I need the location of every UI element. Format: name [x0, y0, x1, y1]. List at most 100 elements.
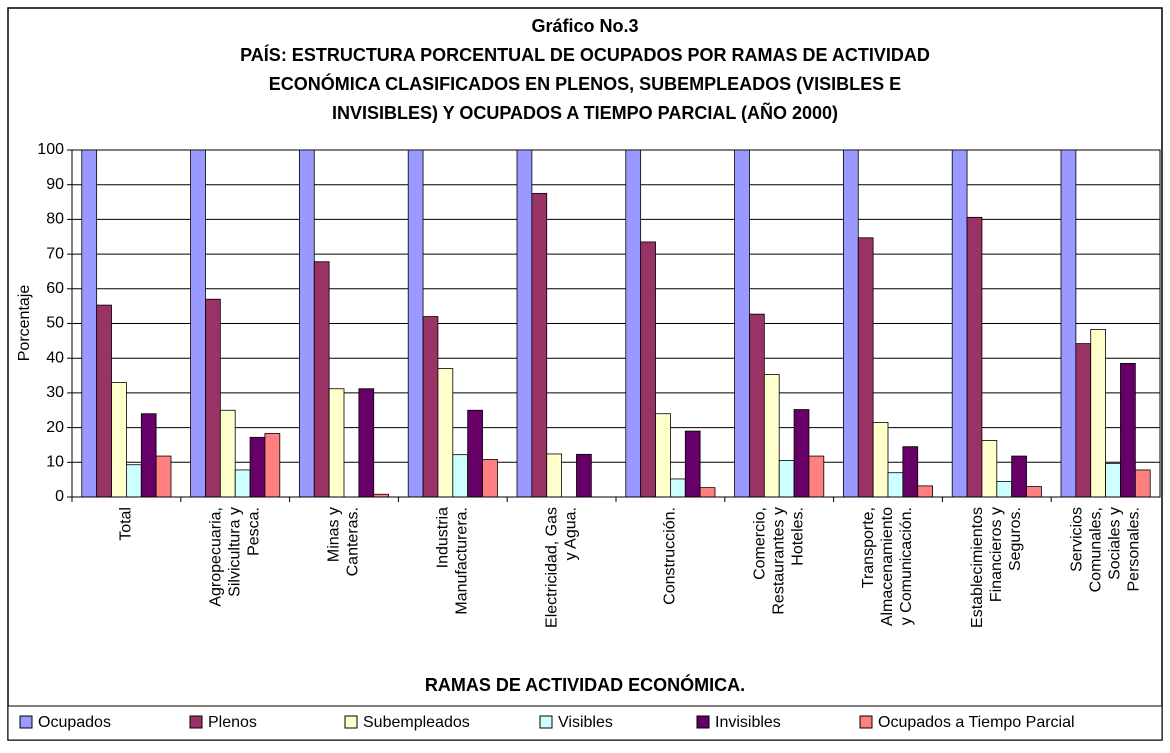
- bar: [313, 261, 330, 498]
- y-tick-label: 30: [46, 384, 64, 401]
- bar: [422, 316, 439, 498]
- x-tick-label: Comunales,: [1087, 507, 1104, 592]
- bar: [407, 149, 424, 498]
- x-tick-label: Pesca.: [245, 507, 262, 556]
- bar: [1134, 469, 1151, 498]
- bar: [763, 374, 780, 498]
- legend-swatch: [189, 715, 203, 729]
- bar: [531, 192, 548, 498]
- bar: [437, 368, 454, 498]
- bar: [699, 487, 716, 498]
- bar: [358, 388, 375, 498]
- legend-label: Visibles: [558, 714, 613, 731]
- bar: [190, 149, 206, 498]
- bar: [546, 453, 562, 498]
- legend-label: Ocupados: [38, 714, 111, 731]
- x-tick-label: Minas y: [326, 507, 343, 562]
- y-tick-label: 60: [46, 280, 64, 297]
- bar: [670, 478, 686, 498]
- bar: [264, 433, 281, 498]
- legend-swatch: [19, 715, 33, 729]
- y-tick-label: 50: [46, 315, 64, 332]
- x-tick-label: y Agua.: [562, 507, 579, 560]
- bar: [734, 149, 750, 498]
- bar: [452, 454, 469, 498]
- x-tick-label: Transporte,: [860, 507, 877, 588]
- bar: [234, 469, 251, 498]
- y-tick-label: 90: [46, 176, 64, 193]
- bar: [140, 413, 157, 498]
- x-tick-label: Electricidad, Gas: [543, 507, 560, 628]
- y-tick-label: 0: [55, 488, 64, 505]
- bar: [1105, 462, 1121, 498]
- x-tick-label: Financieros y: [988, 507, 1005, 602]
- bar: [81, 149, 98, 498]
- bar: [842, 149, 859, 498]
- bar: [1120, 363, 1136, 498]
- x-tick-label: Seguros.: [1007, 507, 1024, 571]
- bar: [205, 298, 221, 498]
- legend-swatch: [696, 715, 710, 729]
- x-tick-label: Manufacturera.: [454, 507, 471, 615]
- legend-label: Invisibles: [715, 714, 781, 731]
- x-tick-label: Canteras.: [345, 507, 362, 576]
- y-tick-label: 20: [46, 419, 64, 436]
- bar: [1026, 486, 1042, 498]
- bar: [857, 237, 874, 498]
- x-tick-label: Silvicultura y: [226, 507, 243, 597]
- bar: [516, 149, 533, 498]
- x-tick-label: y Comunicación.: [898, 507, 915, 625]
- x-tick-label: Establecimientos: [969, 507, 986, 628]
- bar: [793, 409, 810, 498]
- legend-swatch: [859, 715, 873, 729]
- bar: [996, 480, 1013, 498]
- y-tick-label: 70: [46, 245, 64, 262]
- x-tick-label: Total: [118, 507, 135, 541]
- bar: [467, 409, 483, 498]
- x-axis-label: RAMAS DE ACTIVIDAD ECONÓMICA.: [425, 674, 745, 695]
- bar: [1090, 328, 1107, 498]
- x-tick-label: Hoteles.: [789, 507, 806, 566]
- bar: [917, 485, 934, 498]
- chart-title: PAÍS: ESTRUCTURA PORCENTUAL DE OCUPADOS …: [240, 44, 930, 65]
- legend-label: Subempleados: [363, 714, 470, 731]
- chart-title: Gráfico No.3: [531, 16, 638, 36]
- bar: [96, 304, 112, 498]
- y-axis-label: Porcentaje: [16, 285, 33, 362]
- x-tick-label: Agropecuaria,: [207, 507, 224, 607]
- bar: [155, 455, 172, 498]
- y-tick-label: 40: [46, 349, 64, 366]
- bar: [111, 382, 127, 498]
- x-tick-label: Construcción.: [662, 507, 679, 605]
- x-tick-label: Sociales y: [1106, 507, 1123, 580]
- bar: [126, 464, 142, 498]
- legend-swatch: [344, 715, 358, 729]
- x-tick-label: Almacenamiento: [879, 507, 896, 626]
- bar: [981, 440, 998, 498]
- bar: [576, 453, 592, 498]
- bar: [778, 460, 795, 498]
- bar: [749, 313, 765, 498]
- x-tick-label: Restaurantes y: [770, 507, 787, 615]
- bar: [684, 430, 701, 498]
- legend-label: Ocupados a Tiempo Parcial: [878, 714, 1075, 731]
- bar: [966, 216, 983, 498]
- bar: [482, 459, 498, 498]
- y-tick-label: 80: [46, 211, 64, 228]
- legend-label: Plenos: [208, 714, 257, 731]
- chart-title: ECONÓMICA CLASIFICADOS EN PLENOS, SUBEMP…: [269, 73, 901, 94]
- bar: [902, 446, 919, 498]
- bar: [640, 241, 656, 498]
- bar: [887, 472, 904, 498]
- x-tick-label: Personales.: [1125, 507, 1142, 592]
- bar: [298, 149, 315, 498]
- legend-swatch: [539, 715, 553, 729]
- x-tick-label: Industria: [435, 507, 452, 568]
- bar: [625, 149, 642, 498]
- bar: [808, 455, 825, 498]
- bar: [1075, 343, 1092, 498]
- y-tick-label: 10: [46, 454, 64, 471]
- bar: [1060, 149, 1077, 498]
- x-tick-label: Comercio,: [751, 507, 768, 580]
